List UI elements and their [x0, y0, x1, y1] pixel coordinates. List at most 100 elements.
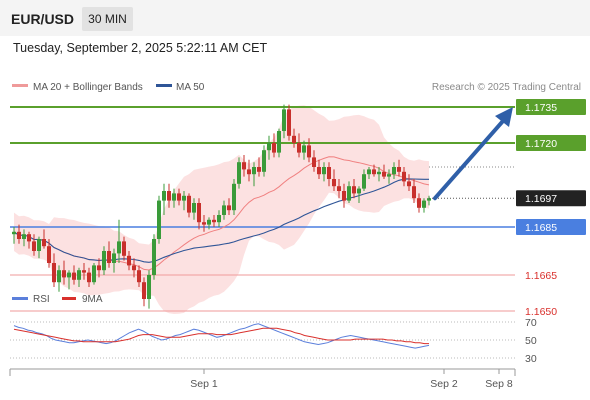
- ma50-legend-swatch: [156, 84, 172, 87]
- candle-body: [347, 186, 351, 201]
- candle-body: [217, 215, 221, 223]
- candle-body: [67, 272, 71, 278]
- candle-body: [387, 174, 391, 177]
- candle-body: [402, 171, 406, 182]
- candle-body: [62, 270, 66, 278]
- candle-body: [407, 181, 411, 187]
- level-label-1.1650: 1.1650: [525, 306, 557, 318]
- projection-arrow-shaft: [433, 119, 505, 201]
- candle-body: [157, 200, 161, 239]
- candle-body: [17, 231, 21, 239]
- candle-body: [302, 145, 306, 153]
- candle-body: [392, 167, 396, 175]
- candle-body: [107, 251, 111, 263]
- candle-body: [32, 241, 36, 251]
- candle-body: [312, 157, 316, 167]
- candle-body: [317, 167, 321, 175]
- candle-body: [52, 263, 56, 283]
- candle-body: [397, 167, 401, 172]
- ma50-line: [13, 178, 429, 263]
- candle-body: [102, 251, 106, 271]
- candle-body: [322, 167, 326, 175]
- candle-body: [277, 131, 281, 153]
- candle-body: [37, 239, 41, 251]
- candle-body: [367, 169, 371, 175]
- candle-body: [137, 270, 141, 283]
- candle-body: [247, 169, 251, 175]
- candle-body: [12, 231, 16, 235]
- candle-body: [382, 171, 386, 177]
- level-label-box-1.1735: [516, 99, 586, 115]
- rsi-legend-swatch: [12, 297, 28, 300]
- chart-datetime: Tuesday, September 2, 2025 5:22:11 AM CE…: [13, 41, 268, 55]
- level-label-1.1665: 1.1665: [525, 270, 557, 282]
- candle-body: [162, 191, 166, 201]
- candle-body: [132, 265, 136, 271]
- candle-body: [427, 198, 431, 201]
- candle-body: [57, 270, 61, 283]
- x-tick-label: Sep 8: [485, 378, 513, 390]
- candle-body: [77, 270, 81, 280]
- candle-body: [142, 282, 146, 299]
- candle-body: [292, 135, 296, 143]
- candle-body: [92, 265, 96, 283]
- candle-body: [72, 272, 76, 280]
- candle-body: [352, 186, 356, 194]
- ma20-legend-label: MA 20 + Bollinger Bands: [33, 82, 143, 93]
- candle-body: [207, 219, 211, 225]
- level-label-1.1720: 1.1720: [525, 138, 557, 150]
- symbol-label: EUR/USD: [11, 11, 75, 27]
- candle-body: [87, 272, 91, 283]
- candle-body: [42, 239, 46, 247]
- candle-body: [287, 109, 291, 136]
- level-label-1.1685: 1.1685: [525, 222, 557, 234]
- candle-body: [412, 186, 416, 199]
- candle-body: [197, 203, 201, 223]
- rsi-ma-legend-swatch: [62, 297, 76, 300]
- candle-body: [222, 205, 226, 215]
- rsi-ma-line: [13, 327, 429, 345]
- candle-body: [297, 143, 301, 153]
- rsi-tick-30: 30: [525, 353, 537, 365]
- candle-body: [417, 198, 421, 208]
- candle-body: [327, 167, 331, 179]
- projection-arrow-head: [495, 107, 513, 127]
- candle-body: [127, 255, 131, 266]
- candle-body: [272, 143, 276, 153]
- candle-body: [27, 234, 31, 242]
- candle-body: [177, 193, 181, 201]
- candle-body: [262, 150, 266, 172]
- candle-body: [47, 246, 51, 263]
- candle-body: [202, 222, 206, 225]
- candle-body: [82, 270, 86, 273]
- candle-body: [227, 205, 231, 211]
- timeframe-button[interactable]: 30 MIN: [82, 7, 133, 31]
- candle-body: [332, 179, 336, 187]
- candle-body: [357, 188, 361, 194]
- candle-body: [187, 195, 191, 213]
- current-price-box: [516, 190, 586, 207]
- rsi-line: [13, 323, 430, 349]
- candle-body: [117, 241, 121, 254]
- candle-body: [337, 186, 341, 191]
- candle-body: [112, 253, 116, 263]
- level-label-box-1.1685: [516, 219, 586, 235]
- candle-body: [147, 275, 151, 299]
- rsi-legend-label: RSI: [33, 294, 50, 305]
- candle-body: [252, 167, 256, 175]
- candle-body: [267, 143, 271, 151]
- candle-body: [282, 109, 286, 131]
- level-label-box-1.1720: [516, 135, 586, 151]
- candle-body: [192, 203, 196, 213]
- level-label-1.1735: 1.1735: [525, 102, 557, 114]
- candle-body: [342, 191, 346, 201]
- candle-body: [97, 265, 101, 271]
- current-price-label: 1.1697: [525, 193, 557, 205]
- copyright-text: Research © 2025 Trading Central: [432, 82, 581, 93]
- ma50-legend-label: MA 50: [176, 82, 205, 93]
- candle-body: [22, 234, 26, 239]
- candle-body: [372, 169, 376, 175]
- rsi-tick-50: 50: [525, 335, 537, 347]
